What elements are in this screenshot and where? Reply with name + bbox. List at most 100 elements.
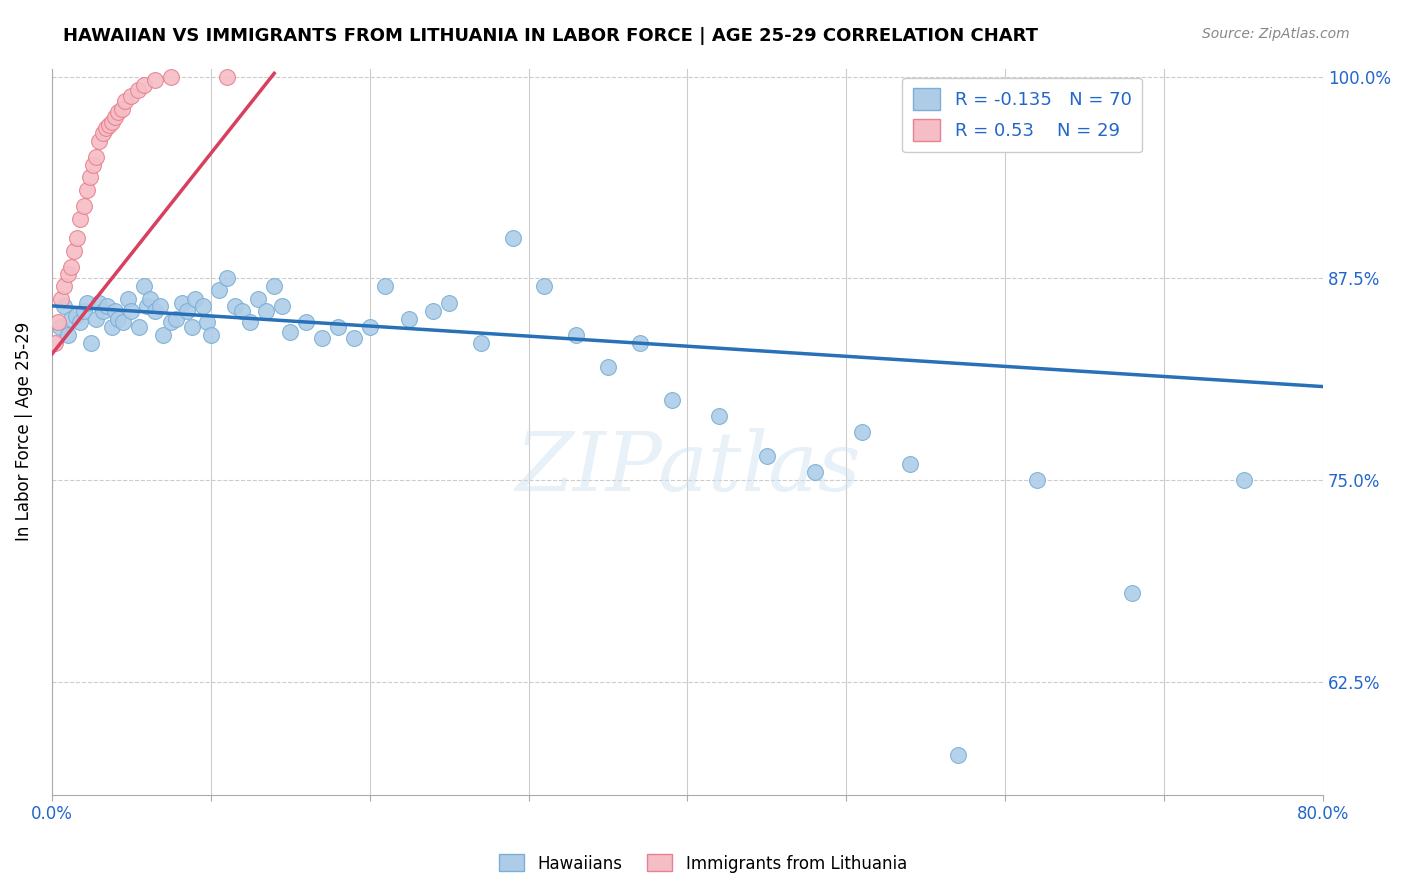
Point — [565, 327, 588, 342]
Point — [661, 392, 683, 407]
Point — [422, 303, 444, 318]
Point — [96, 299, 118, 313]
Point — [114, 94, 136, 108]
Point — [1026, 473, 1049, 487]
Point — [803, 465, 825, 479]
Point — [84, 150, 107, 164]
Legend: Hawaiians, Immigrants from Lithuania: Hawaiians, Immigrants from Lithuania — [492, 847, 914, 880]
Point — [946, 747, 969, 762]
Point — [117, 293, 139, 307]
Point — [139, 293, 162, 307]
Point — [76, 295, 98, 310]
Point — [101, 319, 124, 334]
Point — [120, 303, 142, 318]
Point — [127, 82, 149, 96]
Point — [53, 299, 76, 313]
Point — [107, 105, 129, 120]
Point — [359, 319, 381, 334]
Point — [254, 303, 277, 318]
Text: HAWAIIAN VS IMMIGRANTS FROM LITHUANIA IN LABOR FORCE | AGE 25-29 CORRELATION CHA: HAWAIIAN VS IMMIGRANTS FROM LITHUANIA IN… — [63, 27, 1038, 45]
Point — [56, 267, 79, 281]
Point — [628, 336, 651, 351]
Point — [48, 319, 70, 334]
Point — [374, 279, 396, 293]
Point — [437, 295, 460, 310]
Point — [120, 89, 142, 103]
Point — [197, 315, 219, 329]
Point — [80, 336, 103, 351]
Point — [69, 211, 91, 226]
Point — [76, 183, 98, 197]
Point — [311, 331, 333, 345]
Point — [152, 327, 174, 342]
Point — [72, 303, 94, 318]
Y-axis label: In Labor Force | Age 25-29: In Labor Force | Age 25-29 — [15, 322, 32, 541]
Point — [132, 78, 155, 92]
Point — [160, 70, 183, 84]
Point — [136, 299, 159, 313]
Point — [184, 293, 207, 307]
Point — [709, 409, 731, 423]
Point — [63, 244, 86, 258]
Point — [46, 315, 69, 329]
Point — [207, 283, 229, 297]
Point — [111, 102, 134, 116]
Point — [101, 115, 124, 129]
Point — [69, 315, 91, 329]
Point — [44, 336, 66, 351]
Point — [295, 315, 318, 329]
Point — [79, 169, 101, 184]
Point — [502, 231, 524, 245]
Text: Source: ZipAtlas.com: Source: ZipAtlas.com — [1202, 27, 1350, 41]
Point — [239, 315, 262, 329]
Point — [66, 231, 89, 245]
Point — [104, 110, 127, 124]
Point — [851, 425, 873, 439]
Point — [231, 303, 253, 318]
Point — [82, 158, 104, 172]
Point — [596, 360, 619, 375]
Point — [755, 449, 778, 463]
Point — [53, 279, 76, 293]
Point — [271, 299, 294, 313]
Point — [160, 315, 183, 329]
Text: ZIPatlas: ZIPatlas — [515, 428, 860, 508]
Point — [165, 311, 187, 326]
Point — [200, 327, 222, 342]
Point — [91, 303, 114, 318]
Point — [89, 295, 111, 310]
Point — [65, 309, 87, 323]
Point — [343, 331, 366, 345]
Point — [149, 299, 172, 313]
Point — [94, 121, 117, 136]
Point — [104, 303, 127, 318]
Point — [191, 299, 214, 313]
Point — [1121, 586, 1143, 600]
Point — [72, 199, 94, 213]
Point — [326, 319, 349, 334]
Point — [533, 279, 555, 293]
Point — [59, 311, 82, 326]
Point — [215, 70, 238, 84]
Point — [398, 311, 420, 326]
Point — [215, 271, 238, 285]
Point — [1233, 473, 1256, 487]
Point — [263, 279, 285, 293]
Legend: R = -0.135   N = 70, R = 0.53    N = 29: R = -0.135 N = 70, R = 0.53 N = 29 — [903, 78, 1143, 153]
Point — [112, 315, 135, 329]
Point — [89, 134, 111, 148]
Point — [84, 311, 107, 326]
Point — [898, 457, 921, 471]
Point — [176, 303, 198, 318]
Point — [97, 118, 120, 132]
Point — [170, 295, 193, 310]
Point — [247, 293, 270, 307]
Point — [107, 311, 129, 326]
Point — [180, 319, 202, 334]
Point — [278, 325, 301, 339]
Point — [51, 293, 73, 307]
Point — [91, 126, 114, 140]
Point — [59, 260, 82, 274]
Point — [56, 327, 79, 342]
Point — [132, 279, 155, 293]
